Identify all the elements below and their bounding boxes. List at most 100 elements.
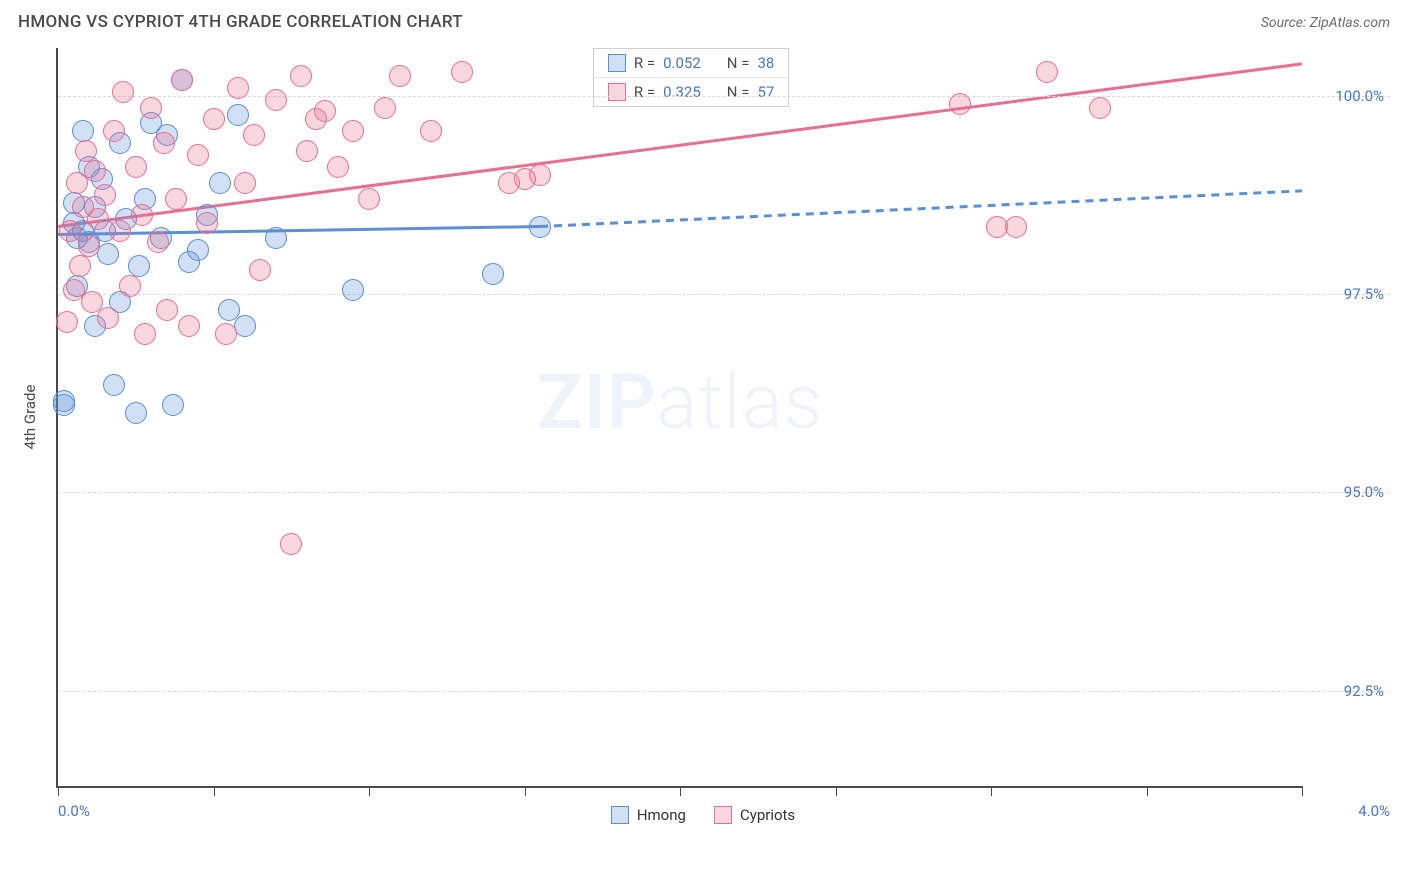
data-point [171,69,193,91]
trend-lines [58,48,1302,786]
y-tick-label: 97.5% [1308,285,1384,303]
x-tick [1302,786,1303,796]
data-point [153,132,175,154]
r-label: R = [634,54,655,72]
x-tick [58,786,59,796]
r-value-cypriots: 0.325 [663,83,701,101]
data-point [374,97,396,119]
data-point [147,231,169,253]
data-point [203,108,225,130]
data-point [1089,97,1111,119]
data-point [72,120,94,142]
data-point [358,188,380,210]
x-tick [214,786,215,796]
chart-container: HMONG VS CYPRIOT 4TH GRADE CORRELATION C… [0,0,1406,892]
data-point [69,255,91,277]
data-point [84,160,106,182]
y-axis-label: 4th Grade [21,385,39,450]
correlation-legend: R = 0.052 N = 38 R = 0.325 N = 57 [593,48,789,107]
data-point [451,61,473,83]
data-point [227,77,249,99]
data-point [75,140,97,162]
x-tick [991,786,992,796]
swatch-cypriots [608,83,626,101]
n-label: N = [727,83,750,101]
data-point [128,255,150,277]
data-point [125,156,147,178]
data-point [482,263,504,285]
data-point [59,220,81,242]
data-point [131,204,153,226]
legend-row-cypriots: R = 0.325 N = 57 [594,78,788,106]
gridline [58,492,1390,493]
data-point [87,208,109,230]
data-point [125,402,147,424]
y-tick-label: 92.5% [1308,682,1384,700]
data-point [227,104,249,126]
data-point [949,93,971,115]
legend-item-cypriots: Cypriots [714,806,795,824]
data-point [196,212,218,234]
data-point [78,235,100,257]
data-point [119,275,141,297]
n-value-cypriots: 57 [757,83,774,101]
data-point [134,323,156,345]
data-point [314,100,336,122]
data-point [265,227,287,249]
x-tick [369,786,370,796]
header: HMONG VS CYPRIOT 4TH GRADE CORRELATION C… [16,12,1390,40]
swatch-cypriots-bottom [714,806,732,824]
data-point [187,144,209,166]
data-point [389,65,411,87]
data-point [243,124,265,146]
data-point [103,120,125,142]
watermark-bold: ZIP [537,357,657,447]
gridline [58,691,1390,692]
data-point [140,97,162,119]
data-point [529,216,551,238]
y-tick-label: 100.0% [1308,87,1384,105]
n-value-hmong: 38 [757,54,774,72]
gridline [58,294,1390,295]
data-point [97,307,119,329]
legend-row-hmong: R = 0.052 N = 38 [594,49,788,78]
data-point [1036,61,1058,83]
data-point [53,394,75,416]
chart-source: Source: ZipAtlas.com [1261,15,1390,31]
data-point [296,140,318,162]
chart-title: HMONG VS CYPRIOT 4TH GRADE CORRELATION C… [18,12,463,32]
data-point [280,533,302,555]
data-point [1005,216,1027,238]
trend-line [540,191,1302,227]
data-point [420,120,442,142]
data-point [209,172,231,194]
swatch-hmong-bottom [611,806,629,824]
chart-area: 4th Grade ZIPatlas R = 0.052 N = 38 R = … [16,40,1390,830]
data-point [529,164,551,186]
data-point [178,315,200,337]
x-tick [1147,786,1148,796]
data-point [215,323,237,345]
x-tick [525,786,526,796]
x-tick [680,786,681,796]
data-point [162,394,184,416]
data-point [234,172,256,194]
data-point [112,81,134,103]
data-point [56,311,78,333]
data-point [327,156,349,178]
data-point [94,184,116,206]
data-point [156,299,178,321]
plot-area: 4th Grade ZIPatlas R = 0.052 N = 38 R = … [56,48,1302,788]
legend-item-hmong: Hmong [611,806,686,824]
data-point [187,239,209,261]
swatch-hmong [608,54,626,72]
gridline [58,96,1390,97]
x-tick [836,786,837,796]
data-point [342,279,364,301]
r-label: R = [634,83,655,101]
legend-label-cypriots: Cypriots [740,806,795,824]
r-value-hmong: 0.052 [663,54,701,72]
y-tick-label: 95.0% [1308,483,1384,501]
data-point [165,188,187,210]
data-point [290,65,312,87]
